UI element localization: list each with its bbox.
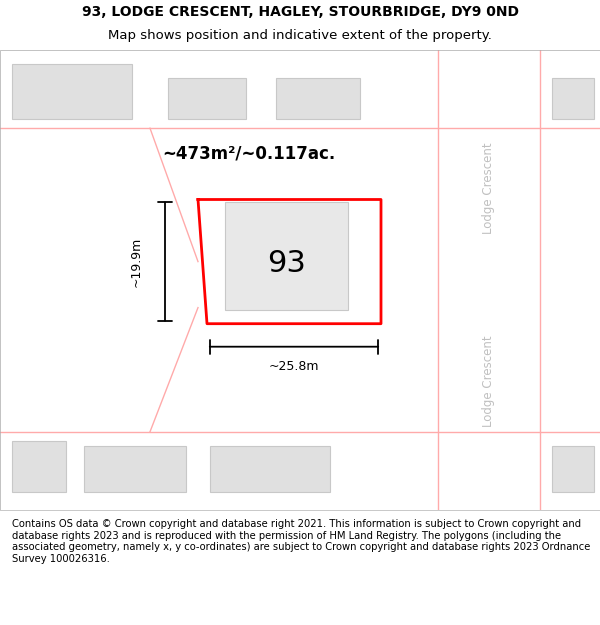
Text: Lodge Crescent: Lodge Crescent bbox=[482, 336, 496, 427]
Bar bbox=[168, 78, 246, 119]
Bar bbox=[552, 446, 594, 492]
Text: ~25.8m: ~25.8m bbox=[269, 359, 319, 372]
Text: 93: 93 bbox=[268, 249, 306, 278]
Text: Map shows position and indicative extent of the property.: Map shows position and indicative extent… bbox=[108, 29, 492, 42]
Text: 93, LODGE CRESCENT, HAGLEY, STOURBRIDGE, DY9 0ND: 93, LODGE CRESCENT, HAGLEY, STOURBRIDGE,… bbox=[82, 6, 518, 19]
Bar bbox=[12, 64, 132, 119]
Bar bbox=[210, 446, 330, 492]
Bar bbox=[225, 202, 348, 310]
Bar bbox=[84, 446, 186, 492]
Bar bbox=[276, 78, 360, 119]
Bar bbox=[12, 441, 66, 492]
Text: ~19.9m: ~19.9m bbox=[130, 236, 143, 287]
Text: Contains OS data © Crown copyright and database right 2021. This information is : Contains OS data © Crown copyright and d… bbox=[12, 519, 590, 564]
Text: ~473m²/~0.117ac.: ~473m²/~0.117ac. bbox=[163, 144, 335, 162]
Text: Lodge Crescent: Lodge Crescent bbox=[482, 142, 496, 234]
Bar bbox=[552, 78, 594, 119]
